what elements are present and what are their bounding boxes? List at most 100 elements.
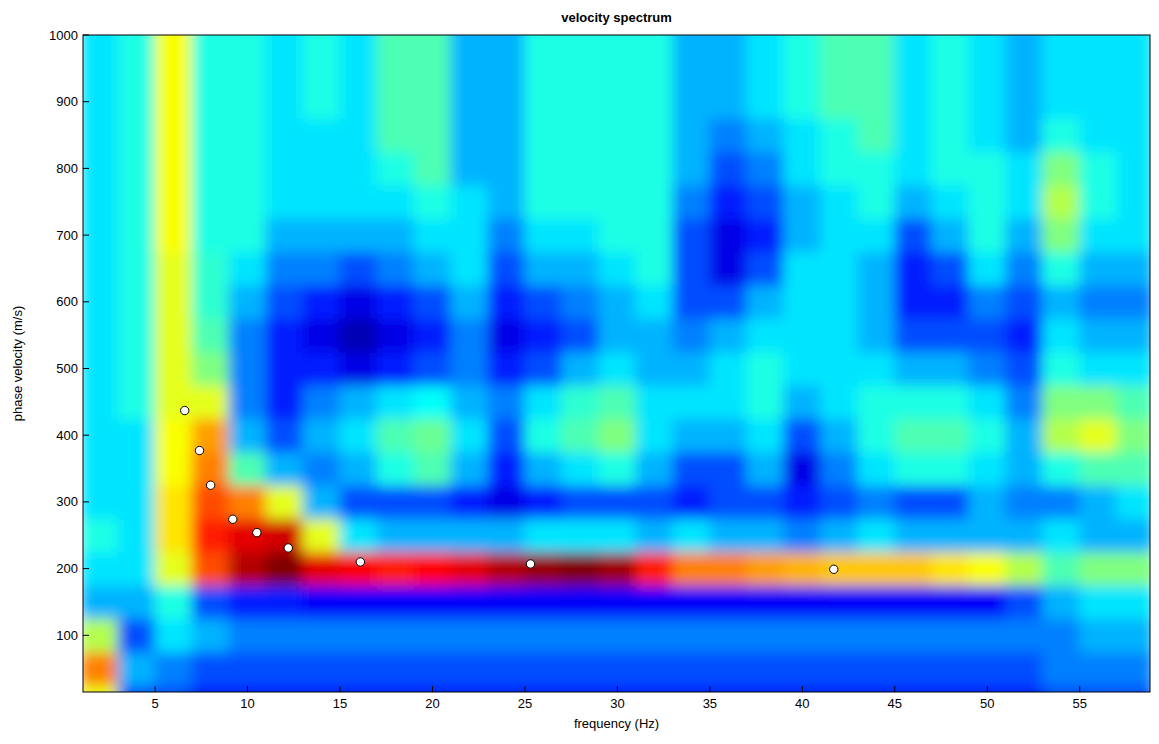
- heatmap-cell: [820, 685, 858, 692]
- heatmap-cell: [857, 285, 895, 319]
- heatmap-cell: [450, 318, 488, 352]
- heatmap-cell: [709, 185, 747, 219]
- heatmap-cell: [1042, 251, 1080, 285]
- heatmap-cell: [450, 51, 488, 85]
- heatmap-cell: [1005, 118, 1043, 152]
- heatmap-cell: [894, 585, 932, 619]
- heatmap-cell: [377, 218, 415, 252]
- heatmap-cell: [1079, 218, 1117, 252]
- heatmap-cell: [672, 35, 710, 52]
- heatmap-cell: [524, 685, 562, 692]
- heatmap-cell: [1042, 551, 1080, 585]
- heatmap-cell: [266, 485, 304, 519]
- heatmap-cell: [561, 85, 599, 119]
- x-tick-label: 10: [240, 696, 254, 711]
- heatmap-cell: [450, 151, 488, 185]
- heatmap-cell: [83, 85, 119, 119]
- heatmap-cell: [303, 451, 341, 485]
- heatmap-cell: [968, 185, 1006, 219]
- heatmap-cell: [709, 151, 747, 185]
- heatmap-cell: [266, 35, 304, 52]
- heatmap-cell: [487, 585, 525, 619]
- heatmap-cell: [1005, 585, 1043, 619]
- heatmap-cell: [820, 118, 858, 152]
- heatmap-cell: [931, 51, 969, 85]
- y-tick: [83, 101, 89, 102]
- x-tick-label: 40: [795, 696, 809, 711]
- heatmap-cell: [746, 35, 784, 52]
- heatmap-cell: [524, 485, 562, 519]
- heatmap-cell: [709, 518, 747, 552]
- heatmap-cell: [303, 685, 341, 692]
- x-tick: [432, 686, 433, 692]
- heatmap-cell: [1116, 218, 1150, 252]
- heatmap-cell: [598, 185, 636, 219]
- heatmap-cell: [377, 651, 415, 685]
- heatmap-cell: [1005, 685, 1043, 692]
- heatmap-cell: [524, 551, 562, 585]
- heatmap-cell: [83, 685, 119, 692]
- heatmap-cell: [820, 218, 858, 252]
- heatmap-cell: [450, 485, 488, 519]
- heatmap-cell: [83, 418, 119, 452]
- heatmap-cell: [820, 585, 858, 619]
- heatmap-cell: [229, 118, 267, 152]
- heatmap-cell: [155, 85, 193, 119]
- heatmap-cell: [266, 118, 304, 152]
- heatmap-cell: [1116, 151, 1150, 185]
- heatmap-cell: [266, 451, 304, 485]
- heatmap-cell: [931, 351, 969, 385]
- y-tick: [83, 301, 89, 302]
- heatmap-cell: [931, 451, 969, 485]
- heatmap-cell: [968, 451, 1006, 485]
- heatmap-cell: [931, 85, 969, 119]
- x-tick: [1079, 686, 1080, 692]
- heatmap-cell: [635, 285, 673, 319]
- heatmap-cell: [1116, 518, 1150, 552]
- heatmap-cell: [1079, 35, 1117, 52]
- heatmap-cell: [709, 51, 747, 85]
- heatmap-cell: [857, 35, 895, 52]
- heatmap-cell: [672, 485, 710, 519]
- heatmap-cell: [340, 551, 378, 585]
- heatmap-cell: [857, 151, 895, 185]
- heatmap-cell: [598, 218, 636, 252]
- heatmap-cell: [598, 618, 636, 652]
- heatmap-cell: [561, 518, 599, 552]
- heatmap-cell: [672, 251, 710, 285]
- heatmap-cell: [1116, 251, 1150, 285]
- heatmap-cell: [340, 618, 378, 652]
- heatmap-cell: [931, 218, 969, 252]
- heatmap-cell: [1116, 551, 1150, 585]
- heatmap-cell: [118, 185, 156, 219]
- heatmap-cell: [783, 385, 821, 419]
- heatmap-cell: [857, 318, 895, 352]
- heatmap-cell: [155, 318, 193, 352]
- title: velocity spectrum: [561, 10, 672, 25]
- heatmap-cell: [1005, 551, 1043, 585]
- heatmap-cell: [1042, 285, 1080, 319]
- heatmap-cell: [931, 35, 969, 52]
- heatmap-cell: [561, 318, 599, 352]
- heatmap-cell: [783, 85, 821, 119]
- heatmap-cell: [340, 351, 378, 385]
- heatmap-cell: [746, 451, 784, 485]
- heatmap-cell: [1042, 318, 1080, 352]
- heatmap-cell: [561, 251, 599, 285]
- heatmap-cell: [1042, 418, 1080, 452]
- heatmap-cell: [968, 618, 1006, 652]
- y-tick: [83, 168, 89, 169]
- heatmap-cell: [709, 218, 747, 252]
- heatmap-cell: [783, 685, 821, 692]
- heatmap-cell: [1005, 618, 1043, 652]
- heatmap-cell: [1005, 185, 1043, 219]
- heatmap-cell: [303, 318, 341, 352]
- heatmap-cell: [303, 218, 341, 252]
- heatmap-cell: [672, 118, 710, 152]
- heatmap-cell: [118, 35, 156, 52]
- heatmap-cell: [672, 451, 710, 485]
- heatmap-cell: [83, 318, 119, 352]
- heatmap-cell: [414, 485, 452, 519]
- heatmap-cell: [487, 685, 525, 692]
- heatmap-cell: [746, 685, 784, 692]
